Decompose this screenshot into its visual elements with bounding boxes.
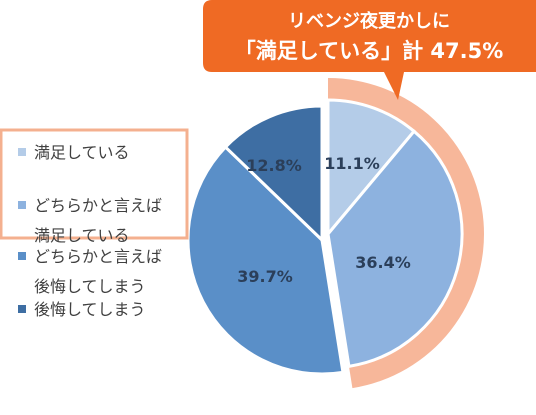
legend-label-3-line-1: どちらかと言えば xyxy=(34,247,162,266)
legend-highlight-box xyxy=(0,128,189,240)
slice-value-label-4: 12.8% xyxy=(246,156,302,175)
legend-swatch-1 xyxy=(18,148,26,156)
pie-slice-1 xyxy=(326,98,417,239)
slice-value-label-2: 36.4% xyxy=(355,253,411,272)
legend-label-2-line-1: どちらかと言えば xyxy=(34,196,162,215)
pie-slice-labels: 11.1% 36.4% 39.7% 12.8% xyxy=(237,154,411,286)
satisfied-highlight-arc xyxy=(328,78,484,389)
slice-value-label-1: 11.1% xyxy=(324,154,380,173)
pie-slices xyxy=(186,98,464,376)
callout-title-line1: リベンジ夜更かしに xyxy=(288,10,450,32)
pie-slice-2 xyxy=(326,129,464,369)
pie-slice-3 xyxy=(186,144,345,376)
legend-swatch-2 xyxy=(18,201,26,209)
legend-label-3-line-2: 後悔してしまう xyxy=(34,277,146,296)
callout-bubble xyxy=(203,0,536,100)
legend-swatch-4 xyxy=(18,305,26,313)
pie-slice-4 xyxy=(223,104,324,244)
legend-swatch-3 xyxy=(18,252,26,260)
legend-label-2-line-2: 満足している xyxy=(34,226,130,245)
legend: 満足しているどちらかと言えば満足しているどちらかと言えば後悔してしまう後悔してし… xyxy=(18,143,162,319)
callout-title-line2: 「満足している」計 47.5% xyxy=(235,39,504,63)
slice-value-label-3: 39.7% xyxy=(237,267,293,286)
legend-label-4-line-1: 後悔してしまう xyxy=(34,300,146,319)
legend-label-1-line-1: 満足している xyxy=(34,143,130,162)
